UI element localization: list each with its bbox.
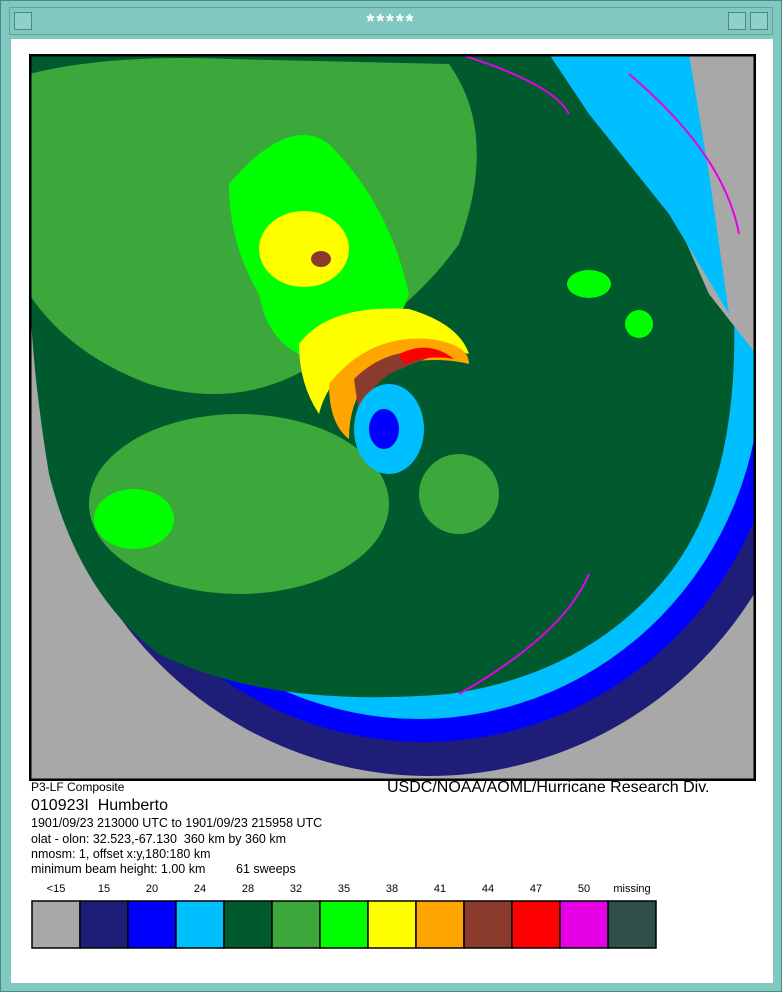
legend-swatch: [271, 900, 321, 949]
legend-label: 38: [386, 883, 398, 895]
sweep-arc: [628, 73, 740, 235]
legend-swatch: [511, 900, 561, 949]
radar-echo: [567, 270, 611, 298]
window-title: *****: [366, 11, 416, 33]
title-bar: *****: [9, 7, 773, 35]
position: olat - olon: 32.523,-67.130 360 km by 36…: [31, 832, 287, 846]
storm: 010923I Humberto: [31, 797, 168, 814]
content: P3-LF Composite USDC/NOAA/AOML/Hurricane…: [11, 39, 773, 983]
legend-swatch: [175, 900, 225, 949]
legend: <15 15 20 24 28 32 35 38 41 44 47 50 missing: [31, 883, 657, 949]
beam: minimum beam height: 1.00 km: [31, 862, 206, 876]
legend-swatch: [319, 900, 369, 949]
time-range: 1901/09/23 213000 UTC to 1901/09/23 2159…: [31, 816, 323, 830]
legend-swatch: [367, 900, 417, 949]
radar-echo: [625, 310, 653, 338]
legend-label: 15: [98, 883, 110, 895]
radar-echo: [419, 454, 499, 534]
legend-swatch: [79, 900, 129, 949]
radar-echo: [94, 489, 174, 549]
legend-label: 50: [578, 883, 590, 895]
legend-swatch: [607, 900, 657, 949]
legend-swatch: [463, 900, 513, 949]
sweeps: 61 sweeps: [236, 862, 296, 876]
legend-label: <15: [47, 883, 66, 895]
radar-image: [29, 54, 756, 781]
radar-echo: [311, 251, 331, 267]
legend-swatch: [415, 900, 465, 949]
legend-label: 47: [530, 883, 542, 895]
grid: nmosm: 1, offset x:y,180:180 km: [31, 847, 211, 861]
sweep-arc: [458, 573, 590, 695]
radar-echo: [89, 414, 389, 594]
maximize-button[interactable]: [750, 12, 768, 30]
minimize-button[interactable]: [728, 12, 746, 30]
menu-button[interactable]: [14, 12, 32, 30]
legend-swatch: [31, 900, 81, 949]
legend-label: 24: [194, 883, 206, 895]
sweep-arc: [461, 56, 570, 115]
radar-echo: [259, 211, 349, 287]
legend-label: 20: [146, 883, 158, 895]
legend-swatch: [223, 900, 273, 949]
radar-echo: [354, 351, 439, 414]
image-border: [29, 54, 756, 781]
legend-label: 35: [338, 883, 350, 895]
credit: USDC/NOAA/AOML/Hurricane Research Div.: [387, 779, 710, 796]
radar-echo: [369, 409, 399, 449]
legend-swatch: [559, 900, 609, 949]
radar-echo: [550, 56, 729, 314]
radar-echo: [299, 308, 469, 414]
product: P3-LF Composite: [31, 780, 125, 794]
legend-label: 32: [290, 883, 302, 895]
legend-swatch: [127, 900, 177, 949]
radar-echo: [329, 338, 469, 439]
legend-label: 28: [242, 883, 254, 895]
legend-label: missing: [613, 883, 650, 895]
legend-label: 41: [434, 883, 446, 895]
legend-label: 44: [482, 883, 494, 895]
radar-echo: [399, 347, 454, 364]
